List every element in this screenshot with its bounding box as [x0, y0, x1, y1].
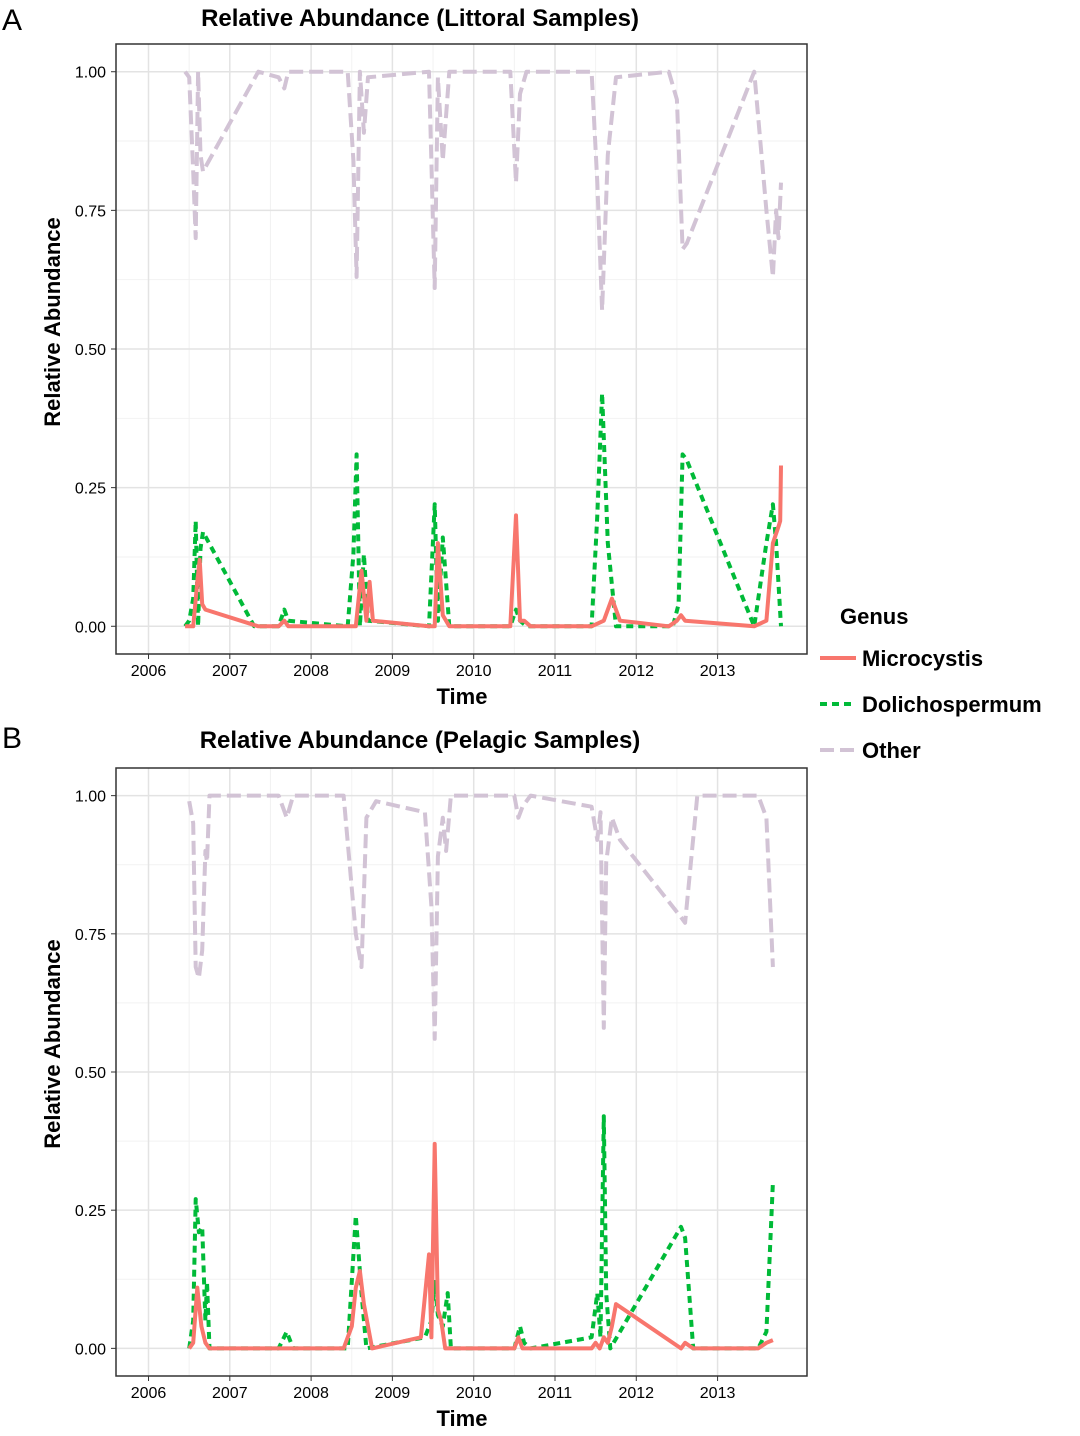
panel-a-x-tick-label: 2009 [375, 663, 411, 680]
panel-a-series-microcystis [185, 465, 783, 629]
panel-a-y-tick-label: 0.25 [75, 481, 106, 498]
panel-a-x-tick-label: 2013 [700, 663, 736, 680]
panel-a-y-tick-label: 1.00 [75, 65, 106, 82]
legend-label-other: Other [862, 738, 921, 763]
panel-b-x-tick-label: 2012 [618, 1385, 654, 1402]
panel-a-label: A [2, 4, 22, 37]
panel-b-x-tick-label: 2011 [538, 1385, 573, 1402]
panel-a-y-tick-label: 0.00 [75, 619, 106, 636]
panel-b-label: B [2, 722, 22, 755]
panel-a-x-tick-label: 2012 [618, 663, 654, 680]
panel-b-plot: 0.00 0.25 0.50 0.75 1.00 2006 2007 2008 2009 2010… [75, 767, 808, 1402]
panel-a-x-tick-label: 2006 [131, 663, 167, 680]
panel-a-frame [115, 43, 808, 655]
legend-title: Genus [840, 604, 908, 629]
panel-b-x-tick-label: 2007 [212, 1385, 248, 1402]
panel-a-x-tick-label: 2010 [456, 663, 492, 680]
panel-a-x-tick-label: 2008 [293, 663, 329, 680]
legend-label-microcystis: Microcystis [862, 646, 983, 671]
panel-a-plot: 0.00 0.25 0.50 0.75 1.00 2006 2007 2008 2009 2010… [75, 43, 808, 680]
panel-b-y-tick-label: 0.00 [75, 1341, 106, 1358]
legend-label-dolichospermum: Dolichospermum [862, 692, 1042, 717]
panel-a-x-tick-label: 2011 [538, 663, 573, 680]
panel-b-y-axis-label: Relative Abundance [40, 939, 65, 1148]
panel-b-y-tick-label: 1.00 [75, 789, 106, 806]
legend: Genus Microcystis Dolichospermum Other [820, 604, 1042, 763]
panel-a-title: Relative Abundance (Littoral Samples) [201, 5, 639, 32]
panel-b-y-tick-label: 0.50 [75, 1065, 106, 1082]
panel-b-title: Relative Abundance (Pelagic Samples) [200, 727, 641, 754]
panel-b-x-tick-label: 2008 [293, 1385, 329, 1402]
panel-b-frame [115, 767, 808, 1377]
panel-b-series-other [187, 793, 775, 1041]
panel-b-y-tick-label: 0.75 [75, 927, 106, 944]
panel-b-x-axis-label: Time [437, 1406, 488, 1431]
panel-a-y-axis-label: Relative Abundance [40, 217, 65, 426]
panel-a-y-tick-label: 0.75 [75, 203, 106, 220]
panel-a-x-axis-label: Time [437, 684, 488, 709]
panel-a-x-tick-label: 2007 [212, 663, 248, 680]
panel-a-series-other [183, 69, 783, 313]
panel-b-x-tick-label: 2009 [375, 1385, 411, 1402]
panel-a-y-tick-label: 0.50 [75, 342, 106, 359]
panel-b-x-tick-label: 2006 [131, 1385, 167, 1402]
panel-a-series-dolichospermum [183, 391, 783, 629]
panel-b-series-microcystis [187, 1141, 774, 1351]
panel-b-y-tick-label: 0.25 [75, 1203, 106, 1220]
panel-b-x-tick-label: 2010 [456, 1385, 492, 1402]
panel-b-x-tick-label: 2013 [700, 1385, 736, 1402]
